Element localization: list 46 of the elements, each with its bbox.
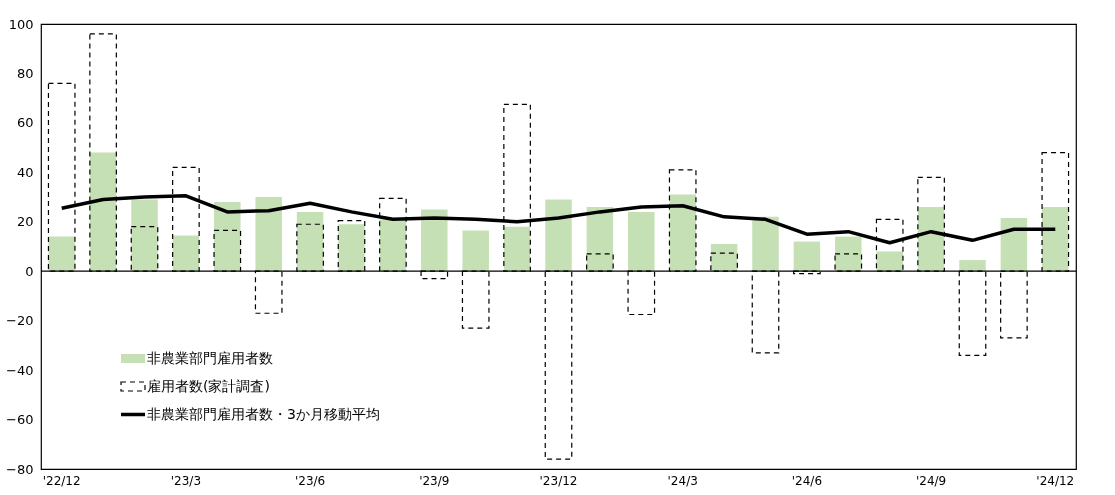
y-tick-label: 0 — [25, 263, 34, 279]
bar — [214, 202, 241, 272]
bar — [379, 219, 407, 272]
bar — [255, 197, 282, 272]
bar — [752, 216, 779, 272]
legend-label: 雇用者数(家計調査) — [147, 377, 270, 394]
x-tick-label: '24/3 — [667, 473, 698, 488]
bar — [628, 211, 655, 272]
x-tick-label: '23/9 — [419, 473, 450, 488]
y-tick-label: 80 — [16, 65, 34, 81]
y-tick-label: 100 — [8, 16, 34, 32]
bar — [669, 194, 696, 272]
bar — [131, 199, 158, 272]
bar — [917, 206, 945, 272]
y-tick-label: 20 — [16, 214, 34, 230]
bar — [835, 236, 862, 272]
x-tick-label: '23/6 — [294, 473, 326, 488]
bar — [545, 199, 572, 272]
legend-label: 非農業部門雇用者数 — [147, 349, 273, 366]
bar — [421, 209, 448, 272]
y-tick-label: 40 — [16, 164, 34, 180]
bar — [503, 226, 531, 272]
x-tick-label: '24/12 — [1036, 473, 1075, 488]
bar — [959, 260, 986, 272]
bar — [586, 206, 614, 272]
bar — [48, 236, 75, 272]
bar — [462, 230, 489, 272]
x-tick-label: '22/12 — [42, 473, 81, 488]
x-tick-label: '24/6 — [791, 473, 823, 488]
bar — [876, 251, 903, 272]
bar — [296, 211, 324, 272]
bar — [89, 152, 117, 272]
bar — [1042, 206, 1069, 272]
x-tick-label: '24/9 — [915, 473, 947, 488]
bar — [1000, 218, 1028, 272]
y-tick-label: −60 — [6, 412, 34, 428]
bar — [793, 241, 821, 272]
x-tick-label: '23/3 — [170, 473, 202, 488]
y-tick-label: 60 — [16, 115, 34, 131]
bar — [172, 235, 200, 272]
y-tick-label: −20 — [6, 313, 34, 329]
bar — [710, 244, 738, 272]
legend-label: 非農業部門雇用者数・3か月移動平均 — [147, 405, 380, 422]
y-tick-label: −80 — [6, 461, 34, 477]
y-tick-label: −40 — [6, 362, 34, 378]
x-tick-label: '23/12 — [539, 473, 578, 488]
